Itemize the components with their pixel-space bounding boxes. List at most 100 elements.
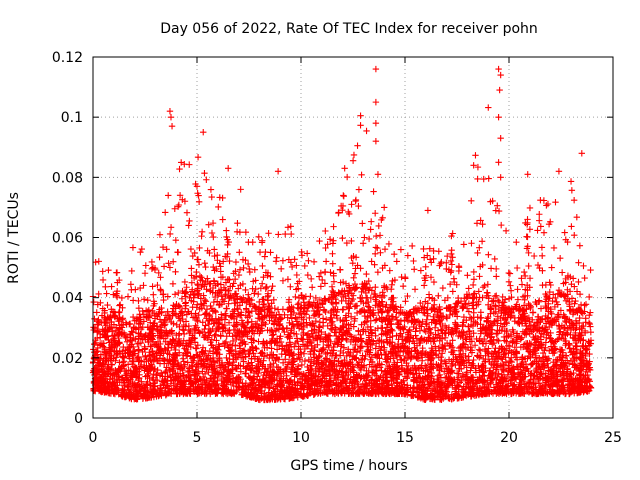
data-point [218,314,225,322]
data-point [170,355,177,363]
data-point [358,321,365,328]
data-point [214,346,221,353]
data-point [295,346,302,353]
data-point [229,333,236,340]
data-point [479,340,486,347]
data-point [397,356,405,363]
data-point [364,313,371,320]
data-point [147,342,155,350]
data-point [190,357,197,364]
data-point [384,358,392,366]
data-point [248,307,256,315]
data-point [560,375,568,383]
data-point [505,362,512,369]
data-point [166,313,174,321]
data-point [548,390,556,398]
data-point [517,362,524,370]
data-point [460,340,467,347]
data-point [252,320,259,328]
data-point [230,358,238,366]
data-point [537,305,545,312]
data-point [371,381,378,388]
data-point [491,348,498,355]
data-point [454,313,461,320]
data-point [524,365,531,373]
data-point [456,353,464,361]
data-point [487,310,494,317]
data-point [493,330,500,338]
data-point [230,315,238,322]
data-point [277,333,284,340]
data-point [280,368,287,375]
data-point [435,332,443,340]
data-point [486,338,494,345]
data-point [119,359,127,366]
data-point [179,326,187,333]
data-point [557,348,564,355]
data-point [570,369,577,377]
data-point [91,340,98,348]
data-point [162,369,169,376]
data-point [326,332,334,340]
data-point [393,351,400,359]
data-point [393,363,401,370]
data-point [294,365,302,372]
data-point [562,337,569,345]
data-point [447,342,455,349]
data-point [533,339,540,346]
data-point [509,386,517,393]
data-point [181,345,188,352]
data-point [409,337,417,345]
data-point [572,342,579,349]
data-point [467,367,474,374]
data-point [501,309,509,317]
data-point [484,315,491,322]
data-point [389,333,396,340]
data-point [449,360,456,367]
data-point [343,336,350,344]
data-point [125,367,132,374]
data-point [153,393,160,400]
data-point [275,322,283,329]
data-point [373,316,380,323]
data-point [230,382,237,390]
data-point [273,346,281,353]
data-point [167,380,175,387]
data-point [180,330,188,338]
data-point [329,365,337,373]
data-point [153,323,160,330]
data-point [232,377,239,384]
data-point [383,324,391,331]
data-point [345,290,352,297]
data-point [412,328,419,335]
data-point [523,382,530,390]
data-point [393,316,401,324]
data-point [167,390,175,398]
data-point [215,371,222,378]
data-point [551,343,558,351]
data-point [529,390,536,397]
data-point [102,332,109,339]
data-point [311,310,319,318]
data-point [432,343,439,350]
data-point [339,379,347,386]
data-point [307,348,314,355]
data-point [170,376,178,384]
data-point [178,379,185,386]
data-point [350,364,358,371]
data-point [134,340,141,348]
data-point [212,308,219,316]
data-point [118,374,126,381]
data-point [513,363,520,371]
data-point [436,317,443,325]
data-point [404,348,411,355]
data-point [127,348,134,355]
data-point [260,353,268,360]
data-point [226,326,233,334]
data-point [336,352,344,359]
data-point [365,332,373,339]
data-point [565,360,573,367]
data-point [297,392,305,399]
data-point [419,344,426,352]
data-point [389,313,397,320]
